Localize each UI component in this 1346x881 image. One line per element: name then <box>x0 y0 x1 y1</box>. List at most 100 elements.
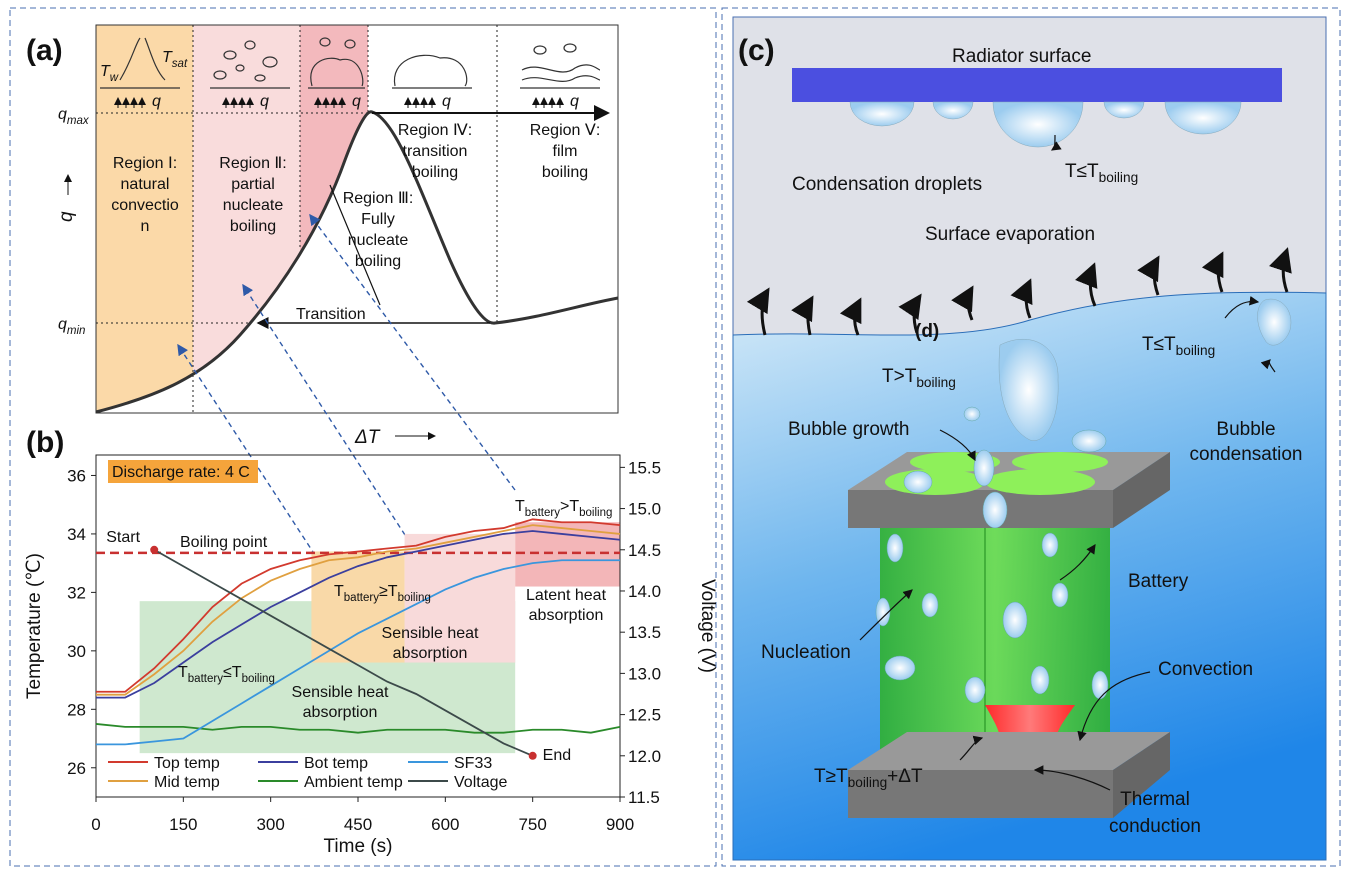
label: Bubble <box>1216 419 1275 440</box>
label: Thermal <box>1120 789 1190 810</box>
label: natural <box>121 176 170 193</box>
text-part: q <box>58 106 67 123</box>
label: absorption <box>393 645 468 662</box>
label: Region Ⅴ: <box>530 122 601 139</box>
label: 13.0 <box>628 664 661 683</box>
label: Bubble growth <box>788 419 909 440</box>
zone <box>311 551 405 663</box>
label: ΔT <box>354 427 381 448</box>
label: 32 <box>67 583 86 602</box>
label: 14.5 <box>628 541 661 560</box>
label: absorption <box>529 607 604 624</box>
label: q <box>56 211 77 222</box>
badge <box>108 460 258 483</box>
text-part: ≥T <box>379 583 398 600</box>
series-line <box>95 723 621 734</box>
label: Region Ⅰ: <box>113 155 177 172</box>
label: Condensation droplets <box>792 174 982 195</box>
label: Transition <box>296 306 366 323</box>
label: boiling <box>542 164 588 181</box>
label: Region Ⅳ: <box>398 122 472 139</box>
label: boiling <box>412 164 458 181</box>
label: Voltage (V) <box>697 579 718 673</box>
label: End <box>543 747 571 764</box>
label: Top temp <box>154 755 220 772</box>
label: 450 <box>344 815 372 834</box>
series-line <box>96 530 621 699</box>
series-line <box>96 518 621 693</box>
subscript: boiling <box>242 673 275 685</box>
text-part: T <box>515 498 525 515</box>
panel-c <box>732 16 1327 861</box>
label: q <box>260 93 269 110</box>
label: Discharge rate: 4 C <box>112 464 250 481</box>
label: Tbattery≥Tboiling <box>334 583 431 604</box>
text-part: T <box>100 63 111 80</box>
subscript: battery <box>525 507 560 519</box>
subscript: boiling <box>579 507 612 519</box>
label: Voltage <box>454 774 507 791</box>
label: Ambient temp <box>304 774 403 791</box>
text-part: >T <box>560 498 579 515</box>
label: convectio <box>111 197 179 214</box>
label: (c) <box>738 34 775 67</box>
label: Surface evaporation <box>925 224 1095 245</box>
end-dot <box>528 751 537 760</box>
label: boiling <box>355 253 401 270</box>
subscript: boiling <box>916 375 956 390</box>
text-part: T≤T <box>1065 161 1099 182</box>
label: Boiling point <box>180 534 268 551</box>
label: 14.0 <box>628 582 661 601</box>
label: transition <box>403 143 468 160</box>
text-part: T≥T <box>814 766 848 787</box>
label: Tw <box>100 63 119 84</box>
label: film <box>553 143 578 160</box>
text-part: T <box>334 583 344 600</box>
subscript: boiling <box>848 775 888 790</box>
label: 300 <box>256 815 284 834</box>
label: Fully <box>361 211 395 228</box>
subscript: battery <box>344 592 379 604</box>
label: Mid temp <box>154 774 220 791</box>
label: Region Ⅱ: <box>219 155 286 172</box>
panel-border <box>721 7 1341 867</box>
text-part: T <box>162 49 173 66</box>
subscript: boiling <box>398 592 431 604</box>
subscript: w <box>110 72 119 84</box>
label: Battery <box>1128 571 1189 592</box>
label: Sensible heat <box>292 684 390 701</box>
panel-a <box>95 24 619 414</box>
label: (b) <box>26 426 64 459</box>
start-dot <box>150 545 159 554</box>
text-part: T>T <box>882 366 917 387</box>
label: Tbattery>Tboiling <box>515 498 612 519</box>
label: 600 <box>431 815 459 834</box>
label: T>Tboiling <box>882 366 956 390</box>
text-part: T≤T <box>1142 334 1176 355</box>
label: q <box>352 93 361 110</box>
label: condensation <box>1189 444 1302 465</box>
boiling-curve <box>95 110 619 414</box>
label: 12.5 <box>628 706 661 725</box>
label: nucleate <box>348 232 409 249</box>
label: 12.0 <box>628 747 661 766</box>
label: 750 <box>518 815 546 834</box>
subscript: max <box>67 115 90 127</box>
label: 30 <box>67 642 86 661</box>
label: 34 <box>67 525 86 544</box>
series-line <box>96 559 620 746</box>
label: Region Ⅲ: <box>343 190 414 207</box>
text-part: T <box>178 664 188 681</box>
label: conduction <box>1109 816 1201 837</box>
label: qmax <box>58 106 90 127</box>
label: 15.0 <box>628 500 661 519</box>
label: boiling <box>230 218 276 235</box>
label: Tbattery≤Tboiling <box>178 664 275 685</box>
subscript: min <box>67 325 86 337</box>
subscript: boiling <box>1176 343 1216 358</box>
label: 13.5 <box>628 623 661 642</box>
series-line <box>153 548 534 757</box>
subscript: sat <box>172 58 188 70</box>
label: 150 <box>169 815 197 834</box>
